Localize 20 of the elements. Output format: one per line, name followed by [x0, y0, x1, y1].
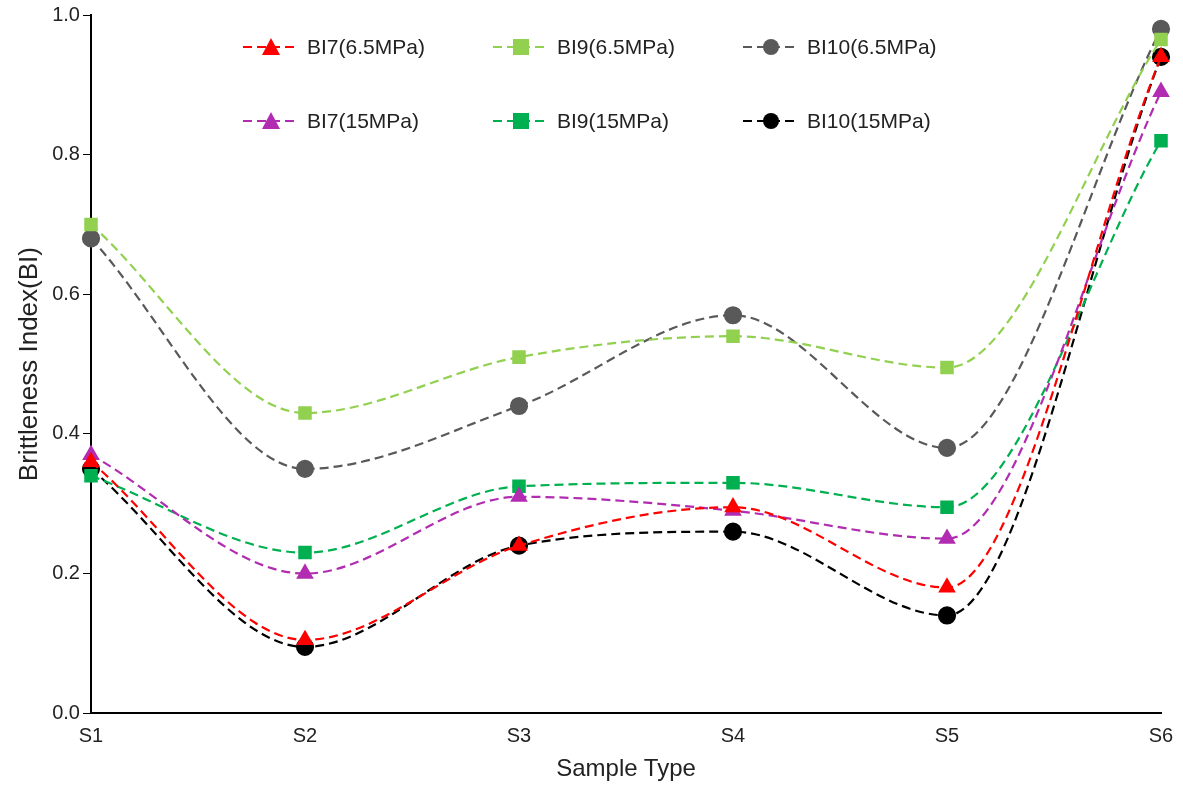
- y-tick-label: 0.4: [52, 421, 80, 444]
- y-tick-label: 0.2: [52, 561, 80, 584]
- y-tick-label: 0.0: [52, 700, 80, 723]
- legend-label: BI7(6.5MPa): [307, 35, 425, 59]
- x-axis-title: Sample Type: [556, 754, 696, 782]
- y-tick-label: 0.8: [52, 142, 80, 165]
- x-tick-label: S4: [720, 723, 746, 746]
- x-tick-label: S1: [78, 723, 104, 746]
- y-tick-label: 1.0: [52, 2, 80, 25]
- legend-label: BI10(15MPa): [807, 109, 931, 133]
- x-tick-label: S2: [292, 723, 318, 746]
- legend-label: BI7(15MPa): [307, 109, 420, 133]
- x-tick-label: S3: [506, 723, 532, 746]
- y-tick-label: 0.6: [52, 281, 80, 304]
- legend-label: BI9(6.5MPa): [557, 35, 675, 59]
- y-axis-title: Brittleness Index(BI): [12, 247, 43, 482]
- x-tick-label: S6: [1148, 723, 1174, 746]
- legend-label: BI10(6.5MPa): [807, 35, 937, 59]
- x-tick-label: S5: [934, 723, 960, 746]
- legend-label: BI9(15MPa): [557, 109, 670, 133]
